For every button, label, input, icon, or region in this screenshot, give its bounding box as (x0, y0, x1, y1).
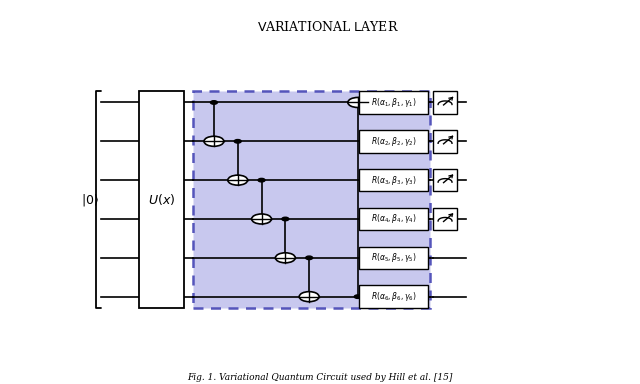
FancyBboxPatch shape (138, 91, 184, 308)
Circle shape (275, 253, 295, 263)
Circle shape (234, 139, 241, 143)
FancyBboxPatch shape (433, 208, 458, 230)
Circle shape (228, 175, 248, 185)
Circle shape (355, 295, 361, 298)
Circle shape (204, 136, 224, 146)
Circle shape (348, 98, 368, 108)
FancyBboxPatch shape (359, 169, 428, 191)
Circle shape (282, 217, 289, 221)
FancyBboxPatch shape (359, 130, 428, 152)
FancyBboxPatch shape (433, 130, 458, 152)
Circle shape (211, 101, 218, 104)
Text: $R(\alpha_6, \beta_6, \gamma_6)$: $R(\alpha_6, \beta_6, \gamma_6)$ (371, 290, 417, 303)
Circle shape (306, 256, 312, 260)
FancyBboxPatch shape (193, 91, 430, 308)
Text: $U(x)$: $U(x)$ (148, 192, 175, 207)
Text: Fig. 1. Variational Quantum Circuit used by Hill et al. [15]: Fig. 1. Variational Quantum Circuit used… (188, 373, 452, 382)
Text: $R(\alpha_4, \beta_4, \gamma_4)$: $R(\alpha_4, \beta_4, \gamma_4)$ (371, 212, 417, 225)
FancyBboxPatch shape (359, 285, 428, 308)
Text: $|0\rangle$: $|0\rangle$ (81, 192, 99, 208)
Text: $R(\alpha_1, \beta_1, \gamma_1)$: $R(\alpha_1, \beta_1, \gamma_1)$ (371, 96, 417, 109)
Text: $R(\alpha_2, \beta_2, \gamma_2)$: $R(\alpha_2, \beta_2, \gamma_2)$ (371, 135, 417, 148)
Text: $R(\alpha_5, \beta_5, \gamma_5)$: $R(\alpha_5, \beta_5, \gamma_5)$ (371, 251, 417, 264)
FancyBboxPatch shape (433, 169, 458, 191)
Text: $R(\alpha_3, \beta_3, \gamma_3)$: $R(\alpha_3, \beta_3, \gamma_3)$ (371, 174, 417, 187)
Circle shape (300, 291, 319, 302)
FancyBboxPatch shape (359, 208, 428, 230)
FancyBboxPatch shape (359, 247, 428, 269)
Circle shape (252, 214, 271, 224)
FancyBboxPatch shape (433, 91, 458, 114)
Circle shape (258, 179, 265, 182)
FancyBboxPatch shape (359, 91, 428, 114)
Text: $\mathrm{V}$ARIATIONAL $\mathrm{L}$AYER: $\mathrm{V}$ARIATIONAL $\mathrm{L}$AYER (257, 20, 399, 34)
